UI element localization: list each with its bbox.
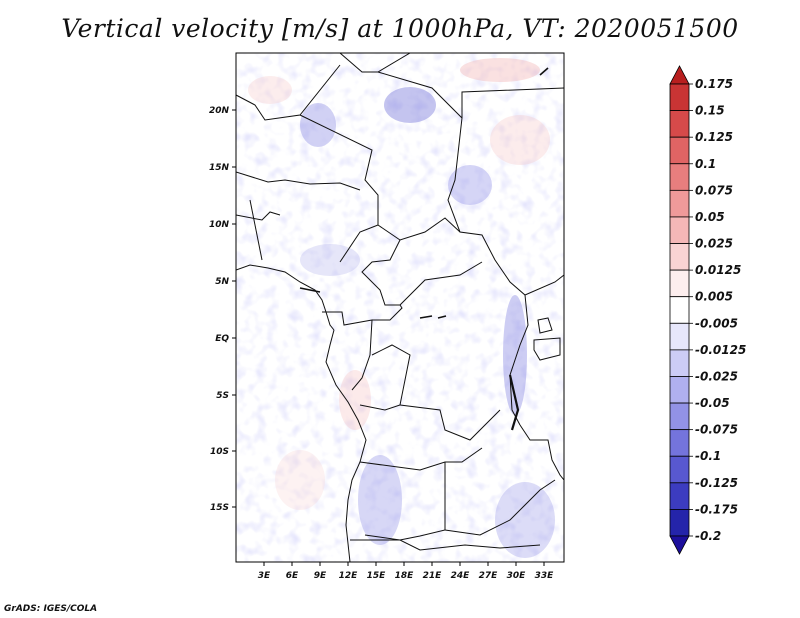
colorbar-label: -0.05	[695, 396, 730, 410]
axis-ticks	[232, 109, 545, 566]
velocity-field	[236, 53, 564, 562]
colorbar-label: 0.15	[695, 104, 725, 118]
lon-label: 18E	[395, 571, 415, 581]
colorbar-label: -0.0125	[695, 343, 746, 357]
colorbar-bin	[669, 349, 690, 377]
lat-label: 5N	[215, 277, 229, 287]
colorbar-label: -0.175	[695, 502, 738, 516]
longitude-labels: 3E 6E 9E 12E 15E 18E 21E 24E 27E 30E 33E	[258, 571, 554, 581]
colorbar-bin	[669, 429, 690, 457]
map-frame	[235, 52, 565, 563]
colorbar-bin	[669, 455, 690, 484]
lon-label: 3E	[258, 571, 271, 581]
map-title: Vertical velocity [m/s] at 1000hPa, VT: …	[61, 14, 739, 43]
lon-label: 30E	[507, 571, 527, 581]
colorbar-bin	[669, 402, 690, 431]
lon-label: 15E	[367, 571, 387, 581]
colorbar-label: -0.1	[695, 449, 721, 463]
colorbar-label: 0.1	[695, 157, 716, 171]
colorbar-bottom-triangle	[669, 535, 690, 555]
lon-label: 33E	[535, 571, 555, 581]
colorbar-bin	[669, 482, 690, 510]
colorbar-label: 0.175	[695, 77, 733, 91]
latitude-labels: 20N 15N 10N 5N EQ 5S 10S 15S	[209, 106, 230, 513]
colorbar-bin	[669, 216, 690, 244]
country-borders	[236, 53, 564, 562]
lon-label: 6E	[286, 571, 299, 581]
lat-label: 20N	[209, 106, 230, 116]
lat-label: EQ	[215, 334, 229, 344]
footer-credit: GrADS: IGES/COLA	[4, 604, 98, 614]
colorbar-bin	[669, 83, 690, 111]
colorbar-bin	[669, 509, 690, 537]
colorbar-bin	[669, 376, 690, 404]
colorbar-label: 0.125	[695, 130, 733, 144]
lon-label: 24E	[451, 571, 471, 581]
lon-label: 21E	[423, 571, 443, 581]
colorbar-label: -0.005	[695, 316, 738, 330]
colorbar-bin	[669, 110, 690, 138]
colorbar-bin	[669, 189, 690, 218]
colorbar-label: -0.075	[695, 423, 738, 437]
colorbar-bin	[669, 296, 690, 324]
colorbar-top-triangle	[669, 65, 690, 85]
lon-label: 27E	[479, 571, 499, 581]
colorbar-label: 0.025	[695, 237, 733, 251]
lat-label: 15S	[210, 503, 229, 513]
lon-label: 9E	[314, 571, 327, 581]
colorbar-bin	[669, 163, 690, 191]
colorbar-label: 0.0125	[695, 263, 741, 277]
lon-label: 12E	[339, 571, 359, 581]
lat-label: 10N	[209, 220, 230, 230]
colorbar-label: 0.05	[695, 210, 725, 224]
lat-label: 5S	[216, 391, 229, 401]
colorbar-bin	[669, 136, 690, 165]
colorbar-bin	[669, 269, 690, 298]
colorbar-label: -0.2	[695, 529, 721, 543]
colorbar-label: 0.005	[695, 290, 733, 304]
colorbar-bin	[669, 243, 690, 271]
colorbar-bin	[669, 322, 690, 351]
lat-label: 15N	[209, 163, 230, 173]
lat-label: 10S	[210, 447, 229, 457]
colorbar-label: -0.125	[695, 476, 738, 490]
colorbar-label: 0.075	[695, 183, 733, 197]
colorbar: 0.175 0.15 0.125 0.1 0.075 0.05 0.025 0.0125 0.0…	[669, 65, 746, 555]
colorbar-label: -0.025	[695, 369, 738, 383]
